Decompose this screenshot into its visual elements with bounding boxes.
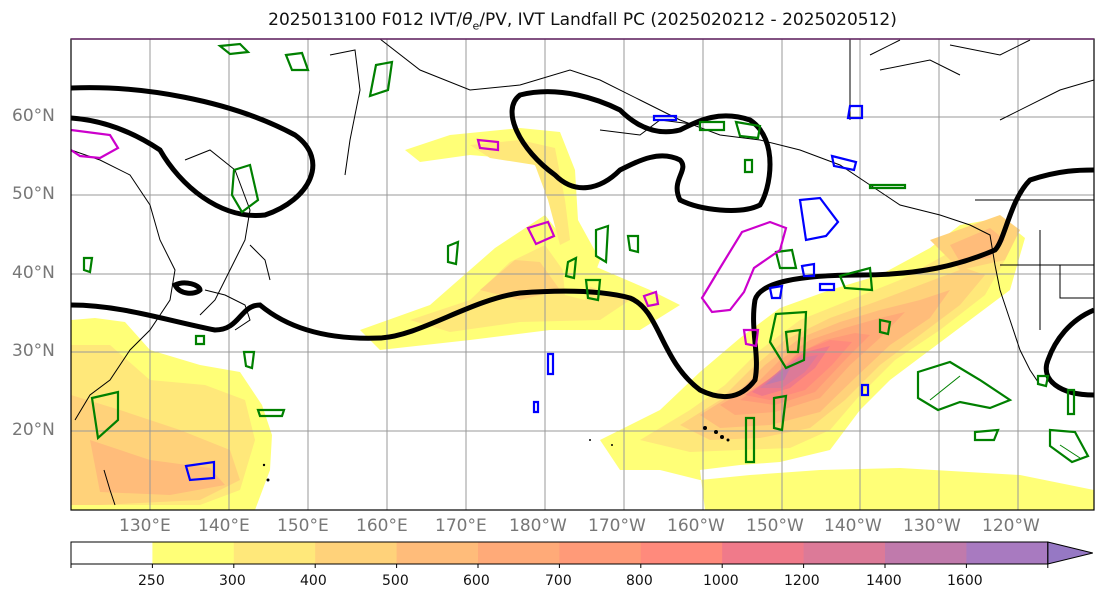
plot-title: 2025013100 F012 IVT/θe/PV, IVT Landfall … — [268, 10, 897, 33]
colorbar-label-1000: 1000 — [703, 573, 739, 589]
pv-positive-contours — [82, 42, 1090, 464]
colorbar-segment — [559, 542, 642, 564]
colorbar-label-500: 500 — [382, 573, 409, 589]
colorbar-label-400: 400 — [300, 573, 327, 589]
colorbar-segment — [152, 542, 235, 564]
colorbar-segment — [966, 542, 1049, 564]
colorbar-label-1600: 1600 — [947, 573, 983, 589]
colorbar-segment — [233, 542, 316, 564]
lat-label-20n: 20°N — [12, 420, 55, 440]
colorbar-segment — [71, 542, 153, 564]
lon-label-130e: 130°E — [119, 516, 171, 536]
map-area — [71, 39, 1094, 510]
lat-label-50n: 50°N — [12, 184, 55, 204]
lon-label-150e: 150°E — [277, 516, 329, 536]
colorbar-segment — [478, 542, 560, 564]
lon-label-170e: 170°E — [435, 516, 487, 536]
lat-label-60n: 60°N — [12, 106, 55, 126]
colorbar-segment — [885, 542, 967, 564]
colorbar-segment — [640, 542, 723, 564]
colorbar-segment — [396, 542, 479, 564]
lon-label-150w: 150°W — [746, 516, 804, 536]
lat-label-40n: 40°N — [12, 263, 55, 283]
pv-negative-contours — [184, 104, 870, 482]
colorbar-label-700: 700 — [545, 573, 572, 589]
colorbar-label-300: 300 — [219, 573, 246, 589]
colorbar-label-1200: 1200 — [784, 573, 820, 589]
colorbar-segment — [722, 542, 805, 564]
lon-label-130w: 130°W — [903, 516, 961, 536]
lat-label-30n: 30°N — [12, 341, 55, 361]
colorbar-label-600: 600 — [463, 573, 490, 589]
colorbar-segment — [315, 542, 398, 564]
graticule — [71, 39, 1094, 510]
lon-label-180w: 180°W — [509, 516, 567, 536]
colorbar-segment — [803, 542, 886, 564]
colorbar-label-1400: 1400 — [866, 573, 902, 589]
colorbar-label-250: 250 — [138, 573, 165, 589]
theta-e-contours — [71, 85, 1094, 400]
colorbar — [70, 541, 1093, 568]
lon-label-120w: 120°W — [982, 516, 1040, 536]
island-dots — [262, 426, 730, 482]
lon-label-160w: 160°W — [667, 516, 725, 536]
lon-label-140e: 140°E — [198, 516, 250, 536]
colorbar-label-800: 800 — [626, 573, 653, 589]
lon-label-140w: 140°W — [824, 516, 882, 536]
colorbar-extend-arrow — [1047, 541, 1093, 565]
lon-label-170w: 170°W — [588, 516, 646, 536]
lon-label-160e: 160°E — [356, 516, 408, 536]
landfall-contours — [71, 128, 788, 348]
contour-hatch — [929, 375, 1081, 459]
